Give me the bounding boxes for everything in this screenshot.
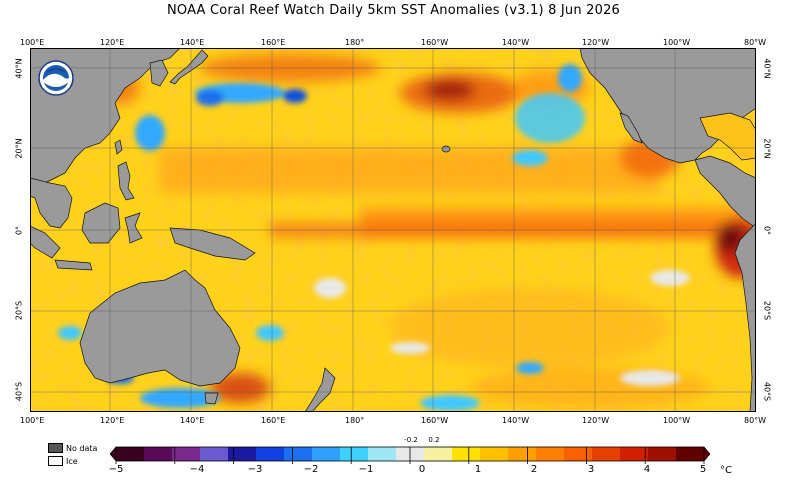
new-zealand — [304, 367, 336, 412]
colorbar-segment — [312, 447, 341, 461]
lon-label-bottom: 140°W — [502, 416, 530, 425]
lon-label-bottom: 80°W — [744, 416, 767, 425]
lat-label-left: 0° — [14, 225, 24, 236]
lon-label-bottom: 180° — [345, 416, 365, 425]
lon-label-top: 100°W — [663, 38, 691, 47]
colorbar-small-label: 0.2 — [428, 436, 440, 444]
colorbar-tick-label: −3 — [247, 464, 263, 475]
colorbar-segment — [340, 447, 369, 461]
colorbar-tick-label: −5 — [108, 464, 124, 475]
lat-label-left: 20°S — [14, 300, 24, 321]
lon-label-top: 140°E — [180, 38, 205, 47]
colorbar-tick-label: −1 — [358, 464, 374, 475]
lon-label-top: 120°E — [100, 38, 125, 47]
colorbar-unit: °C — [720, 465, 732, 476]
indochina — [30, 177, 73, 229]
lon-label-bottom: 100°W — [663, 416, 691, 425]
lat-label-left: 40°N — [14, 58, 24, 79]
colorbar-segment — [592, 447, 621, 461]
colorbar-segment — [228, 447, 257, 461]
lat-label-left: 20°N — [14, 138, 24, 159]
colorbar-tick-label: 2 — [530, 464, 538, 475]
colorbar-segment — [676, 447, 705, 461]
colorbar-segment — [172, 447, 201, 461]
australia — [79, 269, 241, 387]
tasmania — [204, 392, 219, 405]
no-data-label: No data — [66, 444, 98, 453]
lat-label-right: 20°S — [762, 300, 772, 321]
lon-label-top: 180° — [345, 38, 365, 47]
java — [54, 259, 93, 271]
colorbar-segment — [256, 447, 285, 461]
lon-label-bottom: 160°E — [261, 416, 286, 425]
colorbar-ticks — [115, 447, 705, 464]
lat-label-right: 40°N — [762, 58, 772, 79]
japan — [169, 49, 209, 85]
colorbar-segment — [508, 447, 537, 461]
colorbar-segment — [452, 447, 481, 461]
south-america — [734, 222, 756, 412]
lon-label-bottom: 120°E — [100, 416, 125, 425]
lon-label-top: 160°W — [421, 38, 449, 47]
lat-label-left: 40°S — [14, 381, 24, 402]
colorbar-segments — [116, 447, 705, 461]
colorbar-segment — [284, 447, 313, 461]
colorbar-segment — [424, 447, 453, 461]
colorbar-tick-label: 0 — [418, 464, 426, 475]
colorbar-segment — [144, 447, 173, 461]
no-data-swatch — [48, 443, 63, 453]
sumatra — [30, 225, 61, 259]
central-america — [694, 155, 756, 229]
colorbar-tick-label: −2 — [303, 464, 319, 475]
baja-california — [619, 112, 643, 144]
colorbar-segment — [564, 447, 593, 461]
colorbar-segment — [368, 447, 397, 461]
lon-label-top: 80°W — [744, 38, 767, 47]
ice-label: Ice — [66, 457, 78, 466]
colorbar-tick-label: 5 — [699, 464, 707, 475]
korea — [149, 59, 169, 87]
lon-label-top: 100°E — [20, 38, 45, 47]
colorbar-segment — [116, 447, 145, 461]
colorbar-tick-label: 3 — [587, 464, 595, 475]
colorbar-segment — [536, 447, 565, 461]
philippines — [117, 161, 135, 201]
taiwan — [114, 139, 123, 155]
colorbar-tick-label: 4 — [643, 464, 651, 475]
colorbar-tick-label: 1 — [474, 464, 482, 475]
ice-swatch — [48, 456, 63, 466]
colorbar-segment — [200, 447, 229, 461]
lon-label-bottom: 100°E — [20, 416, 45, 425]
lat-label-right: 20°N — [762, 138, 772, 159]
map-title: NOAA Coral Reef Watch Daily 5km SST Anom… — [166, 3, 621, 18]
lat-label-right: 0° — [762, 225, 772, 236]
borneo — [81, 202, 121, 244]
hawaii — [441, 145, 451, 153]
colorbar-tick-label: −4 — [189, 464, 205, 475]
lon-label-top: 160°E — [261, 38, 286, 47]
colorbar-right-arrow — [703, 446, 711, 462]
colorbar-segment — [480, 447, 509, 461]
lon-label-bottom: 140°E — [180, 416, 205, 425]
colorbar — [110, 446, 711, 464]
lon-label-bottom: 160°W — [421, 416, 449, 425]
sst-anomaly-map[interactable] — [30, 48, 756, 412]
colorbar-segment — [648, 447, 677, 461]
colorbar-small-label: -0.2 — [404, 436, 418, 444]
noaa-logo — [38, 60, 74, 96]
colorbar-segment — [620, 447, 649, 461]
map-border — [30, 48, 756, 412]
lon-label-bottom: 120°W — [582, 416, 610, 425]
lon-label-top: 120°W — [582, 38, 610, 47]
colorbar-left-arrow — [110, 446, 117, 462]
lat-label-right: 40°S — [762, 381, 772, 402]
graticule — [30, 48, 756, 412]
lon-label-top: 140°W — [502, 38, 530, 47]
